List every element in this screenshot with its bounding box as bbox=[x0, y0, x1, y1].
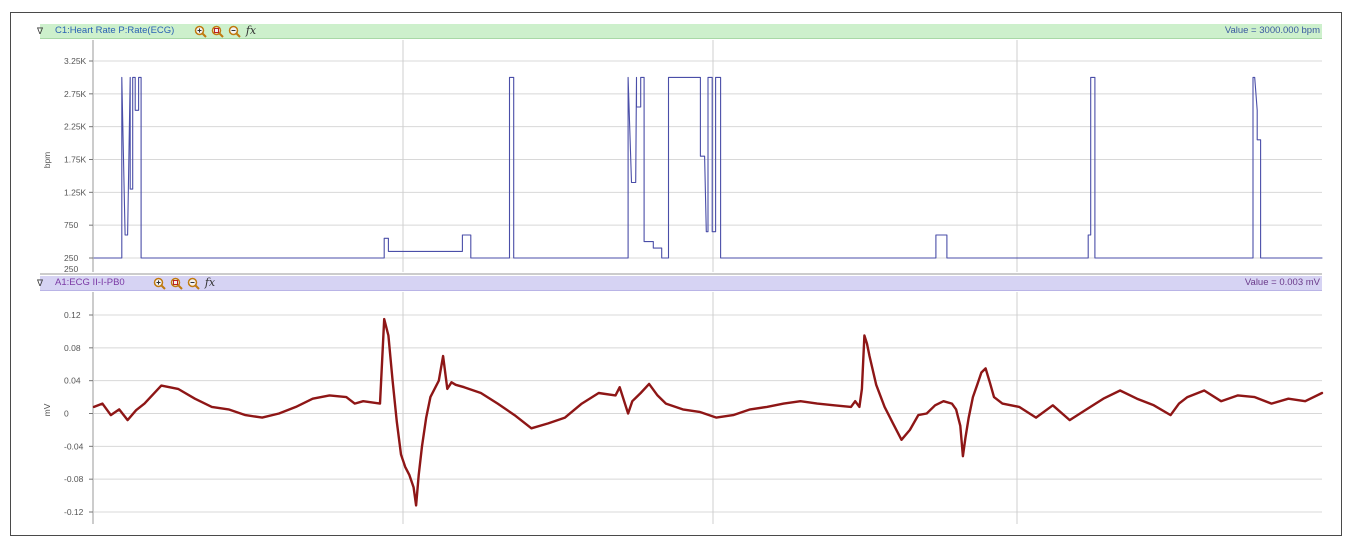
zoom-fit-icon[interactable] bbox=[210, 24, 225, 38]
channel-value-readout: Value = 3000.000 bpm bbox=[1224, 25, 1320, 36]
fx-icon[interactable]: fx bbox=[204, 276, 216, 289]
heart-rate-channel-header[interactable]: ∇ C1:Heart Rate P:Rate(ECG) fx Value = 3… bbox=[37, 24, 1322, 39]
y-tick-label: -0.08 bbox=[64, 474, 84, 484]
y-tick-label: 0.04 bbox=[64, 376, 81, 386]
y-tick-label: 1.25K bbox=[64, 187, 87, 197]
channel-toolbar: fx bbox=[193, 24, 258, 38]
collapse-icon[interactable]: ∇ bbox=[37, 26, 44, 36]
zoom-in-icon[interactable] bbox=[193, 24, 208, 38]
ecg-panel: 0.12 0.08 0.04 0 -0.04 -0.08 -0.12 mV bbox=[42, 292, 1324, 524]
ecg-series-line bbox=[92, 317, 1324, 507]
fx-icon[interactable]: fx bbox=[245, 24, 257, 37]
zoom-in-icon[interactable] bbox=[152, 276, 167, 290]
y-tick-label: 2.75K bbox=[64, 89, 87, 99]
y-tick-label: 2.25K bbox=[64, 122, 87, 132]
collapse-icon[interactable]: ∇ bbox=[37, 278, 44, 288]
y-tick-label: 0.08 bbox=[64, 343, 81, 353]
y-tick-label: 0 bbox=[64, 409, 69, 419]
zoom-out-icon[interactable] bbox=[186, 276, 201, 290]
y-tick-label: 1.75K bbox=[64, 155, 87, 165]
heart-rate-series-line bbox=[93, 76, 1323, 259]
channel-name[interactable]: A1:ECG II-I-PB0 bbox=[55, 277, 125, 288]
y-axis-label: mV bbox=[42, 403, 52, 416]
y-tick-label: 250 bbox=[64, 253, 78, 263]
channel-value-readout: Value = 0.003 mV bbox=[1244, 277, 1320, 288]
channel-name[interactable]: C1:Heart Rate P:Rate(ECG) bbox=[55, 25, 175, 36]
zoom-fit-icon[interactable] bbox=[169, 276, 184, 290]
zoom-out-icon[interactable] bbox=[227, 24, 242, 38]
y-tick-label: -0.04 bbox=[64, 441, 84, 451]
y-tick-label: 750 bbox=[64, 220, 78, 230]
ecg-channel-header[interactable]: ∇ A1:ECG II-I-PB0 fx Value = 0.003 mV bbox=[37, 276, 1322, 291]
y-tick-label: 3.25K bbox=[64, 56, 87, 66]
channel-toolbar: fx bbox=[152, 276, 217, 290]
y-axis-label: bpm bbox=[42, 152, 52, 169]
y-tick-label: -0.12 bbox=[64, 507, 84, 517]
y-tick-label: 0.12 bbox=[64, 310, 81, 320]
y-tick-label: 250 bbox=[64, 264, 78, 274]
